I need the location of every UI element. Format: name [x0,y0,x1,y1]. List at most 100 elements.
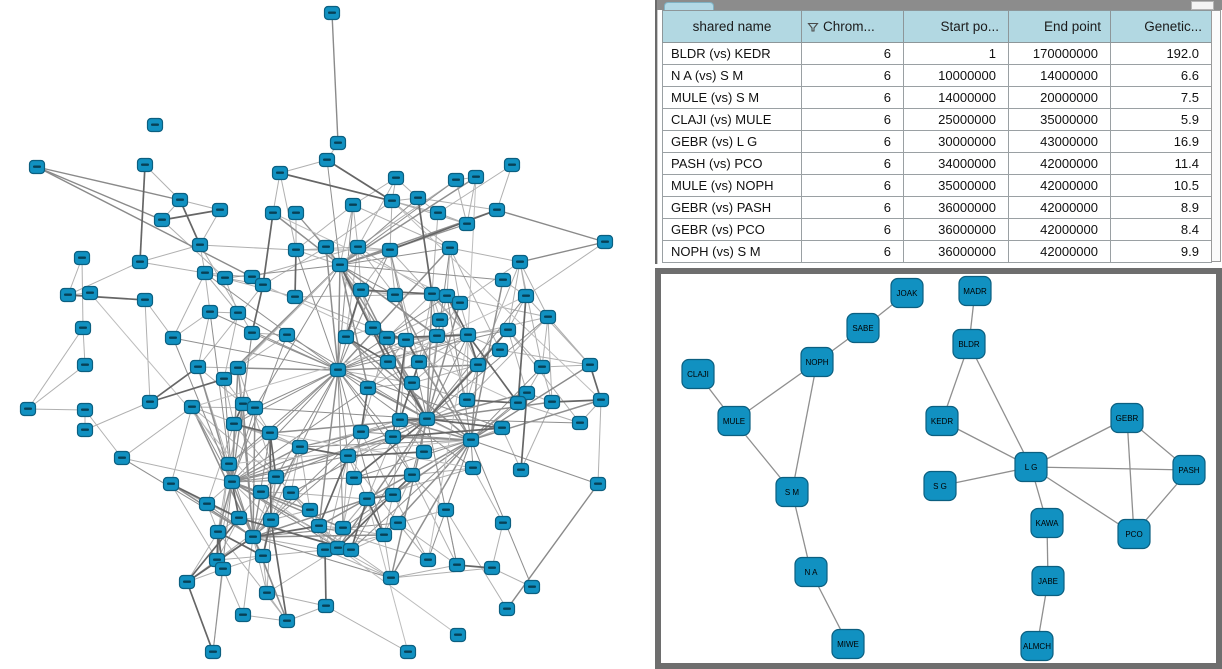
graph-node[interactable] [379,354,397,370]
graph-node[interactable] [383,193,401,209]
graph-node[interactable] [449,627,467,643]
graph-node[interactable]: GEBR [1110,402,1144,434]
graph-node[interactable] [423,286,441,302]
graph-node[interactable] [258,585,276,601]
graph-node[interactable] [459,327,477,343]
graph-node[interactable] [503,157,521,173]
graph-node[interactable] [517,288,535,304]
graph-node[interactable] [246,400,264,416]
graph-node[interactable] [267,469,285,485]
graph-edge[interactable] [1030,466,1135,535]
graph-node[interactable] [533,359,551,375]
cell-shared-name[interactable]: MULE (vs) NOPH [662,174,802,197]
graph-node[interactable] [317,598,335,614]
graph-node[interactable] [364,320,382,336]
graph-node[interactable] [183,399,201,415]
graph-node[interactable] [74,320,92,336]
graph-node[interactable] [131,254,149,270]
graph-node[interactable] [234,396,252,412]
cell-shared-name[interactable]: PASH (vs) PCO [662,152,802,175]
graph-node[interactable] [458,216,476,232]
graph-node[interactable] [329,362,347,378]
cell-value[interactable]: 7.5 [1110,86,1212,109]
graph-node[interactable] [499,322,517,338]
graph-node[interactable] [287,242,305,258]
graph-node[interactable] [178,574,196,590]
graph-edge[interactable] [1030,466,1190,471]
graph-node[interactable] [162,476,180,492]
graph-node[interactable] [81,285,99,301]
graph-node[interactable] [464,460,482,476]
graph-node[interactable] [494,515,512,531]
graph-node[interactable] [403,467,421,483]
graph-node[interactable] [136,157,154,173]
graph-node[interactable] [389,515,407,531]
graph-node[interactable] [349,239,367,255]
cell-value[interactable]: 42000000 [1008,174,1111,197]
graph-node[interactable] [344,197,362,213]
graph-node[interactable]: KAWA [1030,507,1064,539]
graph-node[interactable] [278,613,296,629]
table-row[interactable]: GEBR (vs) PCO 6 36000000 42000000 8.4 [662,218,1212,241]
graph-node[interactable]: N A [794,556,828,588]
graph-node[interactable] [589,476,607,492]
graph-node[interactable] [410,354,428,370]
graph-node-box[interactable] [800,346,834,378]
cell-value[interactable]: 36000000 [903,218,1009,241]
cell-value[interactable]: 42000000 [1008,152,1111,175]
graph-node[interactable] [136,292,154,308]
graph-node[interactable] [254,548,272,564]
graph-node-box[interactable] [890,277,924,309]
graph-node[interactable] [229,360,247,376]
graph-node[interactable] [488,202,506,218]
table-vertical-scrollbar[interactable] [1211,10,1221,262]
graph-node[interactable]: SABE [846,312,880,344]
graph-node[interactable] [234,607,252,623]
graph-node[interactable] [244,529,262,545]
graph-node[interactable] [358,491,376,507]
cell-value[interactable]: 42000000 [1008,218,1111,241]
graph-node[interactable] [318,152,336,168]
graph-node[interactable]: L G [1014,451,1048,483]
cell-value[interactable]: 34000000 [903,152,1009,175]
graph-node[interactable] [462,432,480,448]
graph-node[interactable] [428,328,446,344]
cell-shared-name[interactable]: GEBR (vs) L G [662,130,802,153]
graph-node[interactable] [382,570,400,586]
graph-node[interactable]: ALMCH [1020,630,1054,662]
graph-node[interactable] [113,450,131,466]
cell-value[interactable]: 25000000 [903,108,1009,131]
graph-node[interactable] [483,560,501,576]
graph-node[interactable] [387,170,405,186]
table-row[interactable]: N A (vs) S M 6 10000000 14000000 6.6 [662,64,1212,87]
table-row[interactable]: NOPH (vs) S M 6 36000000 42000000 9.9 [662,240,1212,263]
graph-node[interactable] [359,380,377,396]
graph-node[interactable] [399,644,417,660]
graph-node[interactable] [76,422,94,438]
graph-node[interactable] [334,520,352,536]
graph-node[interactable] [437,502,455,518]
graph-edge[interactable] [1126,417,1135,535]
graph-node[interactable] [171,192,189,208]
graph-node[interactable] [467,169,485,185]
graph-node[interactable] [271,165,289,181]
graph-node[interactable]: S M [775,476,809,508]
cell-value[interactable]: 6 [801,196,904,219]
cell-shared-name[interactable]: GEBR (vs) PCO [662,218,802,241]
graph-node[interactable] [596,234,614,250]
cell-value[interactable]: 5.9 [1110,108,1212,131]
graph-node-box[interactable] [925,405,959,437]
graph-node[interactable] [431,312,449,328]
graph-node[interactable] [441,240,459,256]
graph-node[interactable] [512,462,530,478]
graph-node[interactable] [278,327,296,343]
graph-node[interactable] [329,135,347,151]
graph-node[interactable] [498,601,516,617]
graph-node[interactable]: KEDR [925,405,959,437]
table-row[interactable]: MULE (vs) NOPH 6 35000000 42000000 10.5 [662,174,1212,197]
graph-node[interactable] [384,487,402,503]
cell-value[interactable]: 36000000 [903,240,1009,263]
cell-shared-name[interactable]: GEBR (vs) PASH [662,196,802,219]
column-header-1[interactable]: Chrom... [801,10,904,43]
cell-value[interactable]: 6.6 [1110,64,1212,87]
